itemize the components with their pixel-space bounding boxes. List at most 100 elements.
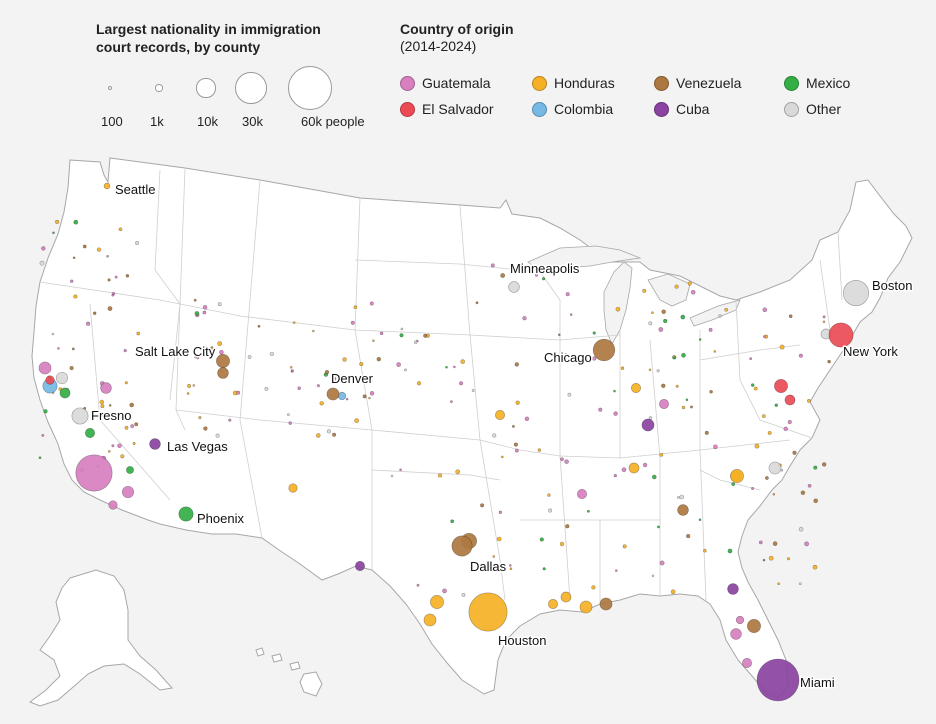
county-bubble-guatemala [730, 628, 742, 640]
county-dot [727, 548, 733, 554]
county-dot [202, 305, 208, 310]
county-dot [437, 473, 443, 478]
county-dot [822, 320, 826, 324]
city-bubble-fresno [71, 407, 89, 425]
county-bubble-el-salvador [774, 379, 788, 393]
county-bubble-honduras [430, 595, 444, 609]
county-dot [613, 473, 617, 478]
city-labels: SeattleSeattleMinneapolisMinneapolisBost… [90, 181, 914, 692]
city-bubble-seattle [103, 182, 111, 190]
county-dot [777, 582, 781, 586]
county-dot [99, 399, 105, 405]
city-label-phoenix: Phoenix [197, 511, 244, 526]
county-dot [368, 396, 371, 400]
city-bubble-chicago [592, 338, 616, 362]
city-label-halo: Salt Lake City [135, 344, 216, 359]
county-dot [354, 418, 360, 424]
county-dot [774, 403, 778, 407]
county-dot [498, 510, 503, 514]
city-label-halo: Miami [800, 675, 835, 690]
county-dot [672, 355, 676, 358]
county-bubble-guatemala [735, 615, 745, 625]
legend-label: Colombia [554, 101, 614, 117]
county-dot [548, 508, 553, 513]
county-dot [709, 390, 713, 394]
county-dot [786, 557, 791, 561]
county-dot [661, 309, 666, 314]
county-dot [130, 424, 135, 428]
county-dot [134, 422, 139, 427]
lake-michigan [603, 261, 633, 345]
size-legend-label: 100 [101, 114, 123, 129]
county-dot [471, 389, 475, 392]
county-dot [622, 544, 627, 549]
county-bubble-honduras [423, 613, 437, 627]
county-dot [559, 541, 565, 547]
county-dot [342, 357, 347, 362]
county-dot [500, 273, 506, 278]
county-dot [674, 284, 679, 289]
county-dot [461, 592, 466, 597]
hawaii-islands [255, 647, 323, 697]
county-bubble-other [768, 461, 782, 475]
county-bubble-venezuela [677, 504, 689, 516]
county-dot [311, 329, 315, 333]
county-dot [55, 219, 60, 224]
county-dot [670, 589, 676, 595]
county-dot [194, 311, 200, 316]
city-bubble-minneapolis [508, 281, 520, 293]
color-legend-items: Guatemala Honduras Venezuela Mexico El Salva… [400, 74, 880, 118]
county-dot [614, 569, 618, 572]
county-bubble-mexico [126, 466, 134, 474]
county-dot [107, 278, 111, 282]
county-dot [492, 555, 496, 558]
county-dot [236, 390, 241, 395]
county-dot [798, 582, 802, 586]
county-dot [135, 240, 140, 246]
county-dot [539, 537, 544, 542]
county-dot [620, 366, 625, 370]
county-dot [107, 450, 111, 453]
county-dot [557, 333, 561, 337]
county-dot [399, 333, 404, 338]
county-dot [369, 391, 375, 396]
county-dot [123, 348, 127, 353]
county-dot [111, 293, 114, 297]
county-dot [592, 356, 597, 361]
county-dot [345, 397, 349, 401]
county-dot [196, 356, 200, 360]
county-bubble-guatemala [659, 399, 669, 409]
county-dot [287, 413, 290, 416]
county-dot [107, 306, 113, 312]
county-dot [767, 430, 772, 435]
county-dot [651, 311, 654, 315]
county-dot [217, 341, 223, 347]
county-dot [125, 274, 130, 278]
city-label-halo: Fresno [91, 408, 131, 423]
county-dot [800, 490, 806, 495]
county-dot [685, 398, 689, 402]
county-dot [500, 455, 504, 459]
county-dot [228, 418, 232, 422]
county-dot [827, 359, 831, 364]
county-dot [677, 496, 680, 499]
county-dot [41, 246, 46, 251]
county-bubble-mexico [59, 387, 71, 399]
county-dot [681, 352, 686, 358]
lake-superior [527, 245, 642, 271]
county-dot [490, 263, 495, 268]
legend-item-venezuela: Venezuela [654, 74, 784, 92]
city-bubble-miami [756, 658, 800, 702]
county-dot [511, 424, 515, 428]
legend-swatch [400, 75, 415, 91]
county-bubble-guatemala [108, 500, 118, 510]
city-label-minneapolis: Minneapolis [510, 261, 580, 276]
city-bubble-houston [468, 592, 508, 632]
county-dot [362, 394, 367, 399]
city-bubble-dallas [451, 535, 473, 557]
county-dot [753, 386, 758, 391]
county-dot [513, 266, 518, 271]
city-bubble-phoenix [178, 506, 194, 522]
county-dot [812, 564, 818, 570]
